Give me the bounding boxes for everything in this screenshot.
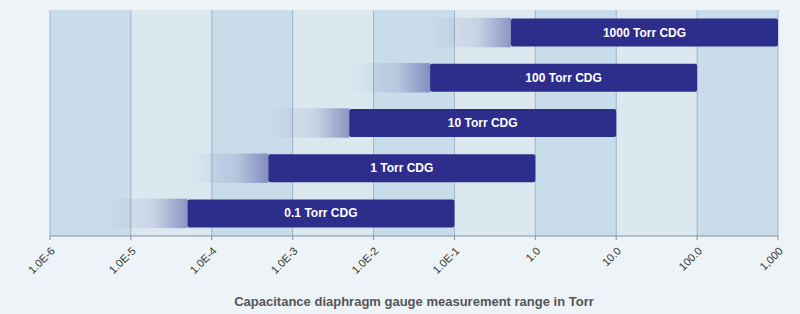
bar xyxy=(430,64,697,92)
bar-glow xyxy=(268,108,349,137)
x-tick xyxy=(130,236,131,240)
x-tick xyxy=(50,236,51,240)
bar-label: 1000 Torr CDG xyxy=(603,26,686,40)
x-tick-label: 1.0E-5 xyxy=(107,245,138,276)
x-tick-label: 1.0E-2 xyxy=(349,245,380,276)
x-tick xyxy=(535,236,536,240)
bar-glow xyxy=(187,153,268,182)
x-axis-label: Capacitance diaphragm gauge measurement … xyxy=(234,294,594,309)
x-tick xyxy=(454,236,455,240)
x-axis: 1.0E-6 1.0E-5 1.0E-4 1.0E-3 1.0E-2 1.0E-1 1.0 1… xyxy=(26,236,785,276)
bar xyxy=(511,19,778,47)
bar-glow xyxy=(107,199,188,228)
x-tick-label: 1.0E-4 xyxy=(187,245,218,276)
chart: 0.1 Torr CDG 1 Torr CDG 10 Torr CDG 100 Tor… xyxy=(0,0,800,314)
bar-glow xyxy=(349,63,430,92)
bar-label: 100 Torr CDG xyxy=(525,71,601,85)
bar-label: 1 Torr CDG xyxy=(370,161,433,175)
x-axis-line xyxy=(50,236,778,237)
x-tick-label: 1.0 xyxy=(523,245,542,264)
x-tick-label: 1.0E-6 xyxy=(26,245,57,276)
grid xyxy=(50,10,778,236)
bar xyxy=(349,109,616,137)
bar-label: 10 Torr CDG xyxy=(448,116,518,130)
x-tick xyxy=(778,236,779,240)
x-tick xyxy=(211,236,212,240)
x-tick-label: 1.0E-3 xyxy=(268,245,299,276)
x-tick xyxy=(697,236,698,240)
stripes xyxy=(50,10,778,236)
x-tick-label: 100.0 xyxy=(676,245,704,273)
x-tick-label: 1.0E-1 xyxy=(430,245,461,276)
bar-labels: 0.1 Torr CDG 1 Torr CDG 10 Torr CDG 100 Tor… xyxy=(284,26,686,221)
bar-label: 0.1 Torr CDG xyxy=(284,206,357,220)
bar xyxy=(187,199,454,227)
bars xyxy=(107,18,778,228)
x-tick-label: 1,000 xyxy=(757,245,785,273)
x-tick xyxy=(616,236,617,240)
x-tick xyxy=(292,236,293,240)
x-tick-label: 10.0 xyxy=(600,245,624,269)
bar-glow xyxy=(430,18,511,47)
grid-line xyxy=(50,10,51,236)
x-tick xyxy=(373,236,374,240)
plot-background xyxy=(50,10,778,236)
bar xyxy=(268,154,535,182)
